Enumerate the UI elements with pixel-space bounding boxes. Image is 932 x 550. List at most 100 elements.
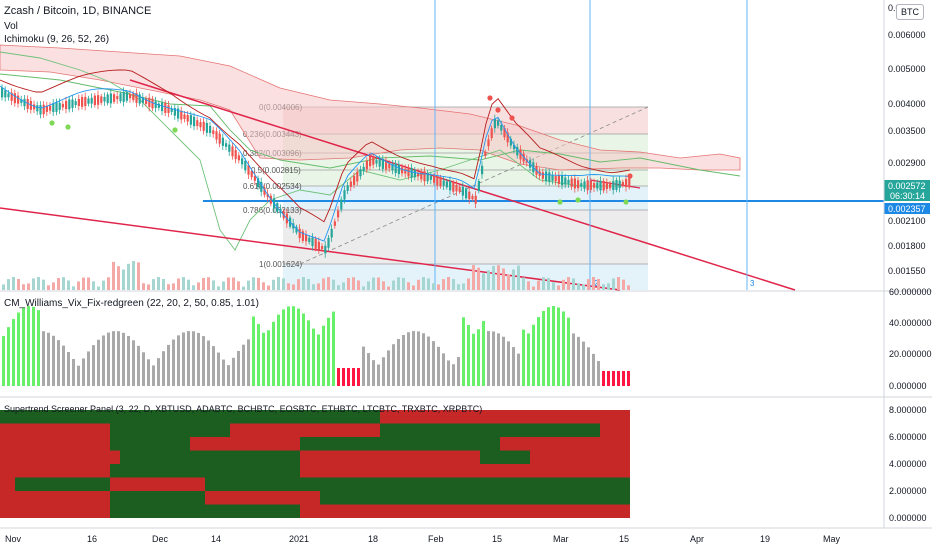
- vix-bar: [442, 353, 445, 386]
- candle-body: [90, 97, 93, 104]
- volume-bar: [202, 277, 205, 290]
- supertrend-cell: [300, 450, 480, 464]
- volume-bar: [522, 277, 525, 290]
- signal-dot: [172, 127, 178, 133]
- vix-bar: [337, 368, 340, 386]
- candle-body: [305, 234, 308, 242]
- candle-body: [353, 175, 356, 185]
- volume-bar: [12, 277, 15, 290]
- ichimoku-label[interactable]: Ichimoku (9, 26, 52, 26): [4, 34, 110, 45]
- vix-bar: [452, 364, 455, 386]
- price-axis-tick: 0.002100: [888, 216, 926, 226]
- volume-bar: [337, 285, 340, 290]
- supertrend-cell: [0, 410, 380, 424]
- ichimoku-cloud: [0, 44, 741, 171]
- supertrend-cell: [0, 477, 15, 491]
- candle-body: [404, 168, 407, 174]
- price-axis-tick: 0.004000: [888, 99, 926, 109]
- vix-bar: [332, 311, 335, 386]
- volume-bar: [177, 278, 180, 290]
- candle-body: [7, 93, 10, 98]
- candle-body: [65, 100, 68, 110]
- volume-label[interactable]: Vol: [4, 21, 18, 32]
- vix-bar: [447, 360, 450, 386]
- vix-bar: [317, 334, 320, 386]
- volume-bar: [167, 284, 170, 290]
- vix-bar: [32, 306, 35, 386]
- candle-body: [362, 166, 365, 171]
- candle-body: [209, 125, 212, 134]
- volume-bar: [207, 277, 210, 290]
- vix-bar: [117, 331, 120, 386]
- volume-bar: [462, 283, 465, 290]
- time-axis-tick: Feb: [428, 534, 444, 544]
- vix-bar: [457, 356, 460, 386]
- candle-body: [241, 158, 244, 165]
- trend-line-lower[interactable]: [0, 207, 621, 291]
- candle-body: [253, 176, 256, 181]
- volume-bar: [282, 278, 285, 290]
- vix-indicator-title[interactable]: CM_Williams_Vix_Fix-redgreen (22, 20, 2,…: [4, 298, 259, 309]
- vix-bar: [432, 341, 435, 386]
- supertrend-axis-tick: 4.000000: [889, 459, 927, 469]
- candle-body: [148, 97, 151, 107]
- candle-body: [394, 163, 397, 173]
- ichimoku-conversion-line: [0, 85, 631, 242]
- candle-body: [1, 87, 4, 98]
- vix-pane[interactable]: [2, 306, 630, 386]
- time-axis-tick: 15: [619, 534, 629, 544]
- volume-bar: [457, 284, 460, 290]
- vix-bar: [87, 351, 90, 386]
- supertrend-pane[interactable]: [0, 410, 630, 518]
- candle-body: [189, 115, 192, 125]
- candle-body: [247, 165, 250, 175]
- vix-bar: [122, 332, 125, 386]
- volume-bar: [452, 278, 455, 290]
- volume-bar: [77, 281, 80, 290]
- vix-bar: [137, 345, 140, 386]
- candle-body: [426, 172, 429, 182]
- candle-body: [132, 93, 135, 101]
- candle-body: [481, 165, 484, 175]
- candle-body: [369, 156, 372, 167]
- volume-bar: [122, 269, 125, 290]
- volume-bar: [507, 274, 510, 290]
- vix-bar: [622, 371, 625, 386]
- vertical-marker-label: 3: [750, 279, 755, 288]
- vix-bar: [202, 336, 205, 386]
- supertrend-cell: [110, 464, 300, 478]
- supertrend-cell: [15, 477, 110, 491]
- candle-body: [349, 181, 352, 187]
- candle-body: [167, 105, 170, 114]
- candle-body: [557, 174, 560, 185]
- vix-bar: [217, 352, 220, 386]
- trend-line-short[interactable]: [589, 179, 641, 189]
- volume-bar: [57, 277, 60, 290]
- candle-body: [391, 163, 394, 171]
- volume-bar: [622, 279, 625, 290]
- candle-body: [10, 92, 13, 101]
- price-pane[interactable]: 0(0.004006)0.236(0.003443)0.382(0.003096…: [0, 0, 884, 291]
- candle-body: [109, 93, 112, 104]
- volume-bar: [257, 277, 260, 290]
- candle-body: [81, 96, 84, 107]
- vix-bar: [592, 353, 595, 386]
- symbol-title[interactable]: Zcash / Bitcoin, 1D, BINANCE: [4, 5, 152, 17]
- volume-bar: [417, 279, 420, 290]
- supertrend-indicator-title[interactable]: Supertrend Screener Panel (3, 22, D, XBT…: [4, 404, 483, 414]
- candle-body: [516, 146, 519, 156]
- supertrend-cell: [205, 491, 320, 505]
- currency-badge[interactable]: BTC: [896, 4, 924, 20]
- vix-bar: [487, 331, 490, 386]
- volume-bar: [112, 261, 115, 290]
- vix-bar: [342, 368, 345, 386]
- volume-bar: [142, 283, 145, 290]
- candle-body: [401, 167, 404, 174]
- volume-bar: [617, 277, 620, 290]
- vix-bar: [417, 331, 420, 386]
- candle-body: [298, 228, 301, 239]
- volume-bar: [7, 279, 10, 290]
- volume-bar: [327, 277, 330, 290]
- volume-bar: [17, 278, 20, 290]
